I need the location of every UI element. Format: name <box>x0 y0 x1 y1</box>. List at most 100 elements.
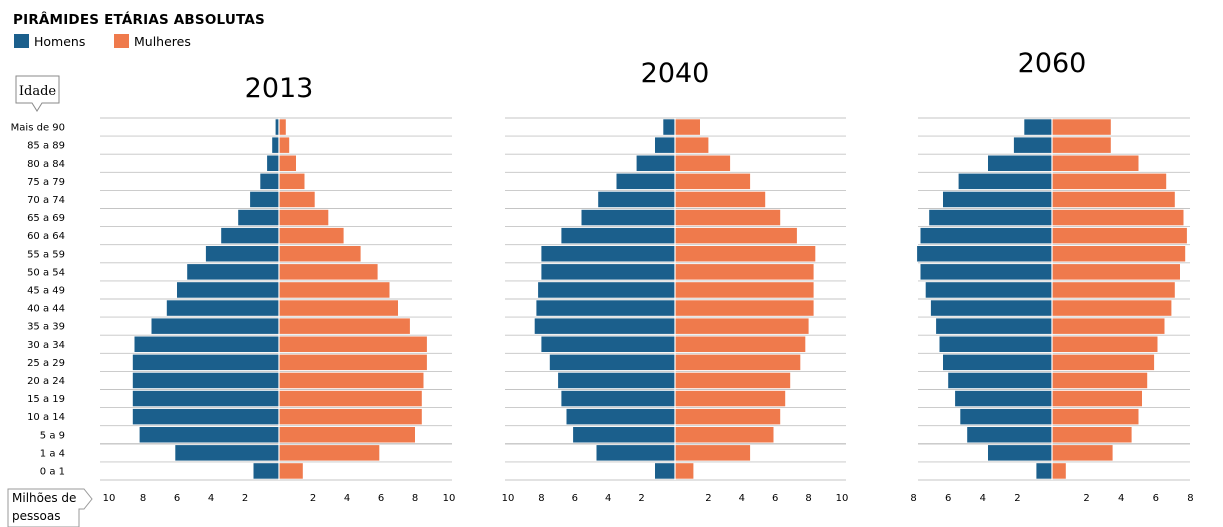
bar-women-2040-1-a-4 <box>675 445 751 461</box>
tick-label-2060-men-6: 6 <box>945 493 951 504</box>
tick-label-2040-men-2: 2 <box>638 493 644 504</box>
bar-men-2060-40-a-44 <box>930 300 1052 316</box>
bar-men-2060-30-a-34 <box>939 336 1052 352</box>
tick-label-2040-women-10: 10 <box>836 493 849 504</box>
tick-label-2040-women-8: 8 <box>805 493 811 504</box>
chart-title: PIRÂMIDES ETÁRIAS ABSOLUTAS <box>13 11 265 28</box>
bar-women-2040-15-a-19 <box>675 390 786 407</box>
tick-label-2013-men-4: 4 <box>208 493 214 504</box>
age-label-1-a-4: 1 a 4 <box>40 448 65 459</box>
bar-women-2060-0-a-1 <box>1052 463 1066 479</box>
bar-women-2040-0-a-1 <box>675 463 694 479</box>
bar-women-2060-15-a-19 <box>1052 390 1142 407</box>
bar-men-2060-60-a-64 <box>920 227 1052 244</box>
bar-men-2060-25-a-29 <box>943 354 1052 371</box>
bar-men-2013-20-a-24 <box>132 372 279 389</box>
pyramid-2013: 2013 10 10 8 8 6 6 4 4 2 2 <box>100 73 455 504</box>
bar-men-2060-mais-de-90 <box>1024 119 1052 135</box>
bar-women-2040-75-a-79 <box>675 173 751 190</box>
bar-men-2040-0-a-1 <box>655 463 675 479</box>
bar-men-2060-75-a-79 <box>958 173 1052 190</box>
bar-men-2013-35-a-39 <box>151 318 279 334</box>
bar-women-2040-70-a-74 <box>675 191 766 208</box>
age-label-50-a-54: 50 a 54 <box>27 267 65 278</box>
tick-label-2040-women-2: 2 <box>705 493 711 504</box>
bar-women-2060-55-a-59 <box>1052 246 1186 262</box>
bar-women-2040-10-a-14 <box>675 408 781 425</box>
bar-men-2013-0-a-1 <box>253 463 279 479</box>
bar-men-2013-10-a-14 <box>132 408 279 425</box>
tick-label-2040-women-6: 6 <box>772 493 778 504</box>
bar-men-2013-1-a-4 <box>175 445 279 461</box>
bar-men-2040-45-a-49 <box>538 282 675 298</box>
bar-women-2040-30-a-34 <box>675 336 806 352</box>
tick-label-2013-women-8: 8 <box>412 493 418 504</box>
bar-women-2013-80-a-84 <box>279 155 296 171</box>
age-label-55-a-59: 55 a 59 <box>27 249 65 260</box>
bar-women-2060-20-a-24 <box>1052 372 1148 389</box>
age-label-60-a-64: 60 a 64 <box>27 231 65 242</box>
bar-men-2013-60-a-64 <box>221 227 279 244</box>
age-axis-label: Idade <box>19 84 57 99</box>
bar-women-2013-45-a-49 <box>279 282 390 298</box>
unit-callout <box>7 488 93 527</box>
tick-label-2060-men-2: 2 <box>1014 493 1020 504</box>
tick-label-2013-women-6: 6 <box>378 493 384 504</box>
age-label-25-a-29: 25 a 29 <box>27 358 65 369</box>
bar-men-2040-55-a-59 <box>541 246 675 262</box>
bar-men-2060-65-a-69 <box>929 209 1052 226</box>
bar-women-2013-1-a-4 <box>279 445 380 461</box>
bar-men-2060-50-a-54 <box>920 264 1052 280</box>
tick-label-2040-men-4: 4 <box>605 493 611 504</box>
bar-women-2013-60-a-64 <box>279 227 344 244</box>
bar-women-2013-mais-de-90 <box>279 119 286 135</box>
bar-women-2040-25-a-29 <box>675 354 801 371</box>
tick-label-2013-men-2: 2 <box>242 493 248 504</box>
age-axis-callout <box>15 75 60 112</box>
bar-men-2040-5-a-9 <box>573 427 675 443</box>
tick-label-2013-men-6: 6 <box>174 493 180 504</box>
bar-men-2040-15-a-19 <box>561 390 675 407</box>
unit-label-line2: pessoas <box>12 509 60 523</box>
bar-men-2060-35-a-39 <box>936 318 1052 334</box>
bar-women-2040-mais-de-90 <box>675 119 700 135</box>
bar-men-2060-70-a-74 <box>943 191 1052 208</box>
age-label-10-a-14: 10 a 14 <box>27 412 65 423</box>
bar-men-2040-60-a-64 <box>561 227 675 244</box>
bar-women-2060-30-a-34 <box>1052 336 1158 352</box>
bar-men-2013-70-a-74 <box>250 191 279 208</box>
bar-men-2013-80-a-84 <box>267 155 279 171</box>
legend-swatch-men <box>14 34 29 48</box>
age-label-15-a-19: 15 a 19 <box>27 394 65 405</box>
bar-men-2060-85-a-89 <box>1013 137 1052 153</box>
bar-men-2013-45-a-49 <box>177 282 279 298</box>
age-label-mais-de-90: Mais de 90 <box>11 123 65 134</box>
bar-women-2013-15-a-19 <box>279 390 422 407</box>
age-label-80-a-84: 80 a 84 <box>27 159 65 170</box>
bar-men-2013-5-a-9 <box>139 427 279 443</box>
bar-women-2013-65-a-69 <box>279 209 329 226</box>
bar-women-2060-5-a-9 <box>1052 427 1132 443</box>
tick-label-2040-women-4: 4 <box>739 493 745 504</box>
bar-women-2013-10-a-14 <box>279 408 422 425</box>
bar-women-2013-50-a-54 <box>279 264 378 280</box>
bar-women-2060-75-a-79 <box>1052 173 1167 190</box>
bar-women-2060-mais-de-90 <box>1052 119 1111 135</box>
age-label-0-a-1: 0 a 1 <box>40 466 65 477</box>
bar-men-2060-20-a-24 <box>948 372 1052 389</box>
bar-women-2040-60-a-64 <box>675 227 797 244</box>
bar-men-2040-80-a-84 <box>636 155 675 171</box>
bar-men-2013-mais-de-90 <box>275 119 279 135</box>
bar-women-2040-20-a-24 <box>675 372 791 389</box>
bar-women-2013-25-a-29 <box>279 354 427 371</box>
bar-women-2060-80-a-84 <box>1052 155 1139 171</box>
tick-label-2060-women-2: 2 <box>1083 493 1089 504</box>
bar-men-2013-50-a-54 <box>187 264 279 280</box>
bar-women-2040-35-a-39 <box>675 318 809 334</box>
bar-men-2060-80-a-84 <box>988 155 1052 171</box>
tick-label-2040-men-6: 6 <box>572 493 578 504</box>
legend-label-women: Mulheres <box>134 34 191 49</box>
tick-label-2060-women-4: 4 <box>1118 493 1124 504</box>
bar-men-2040-85-a-89 <box>655 137 675 153</box>
bar-men-2013-25-a-29 <box>132 354 279 371</box>
